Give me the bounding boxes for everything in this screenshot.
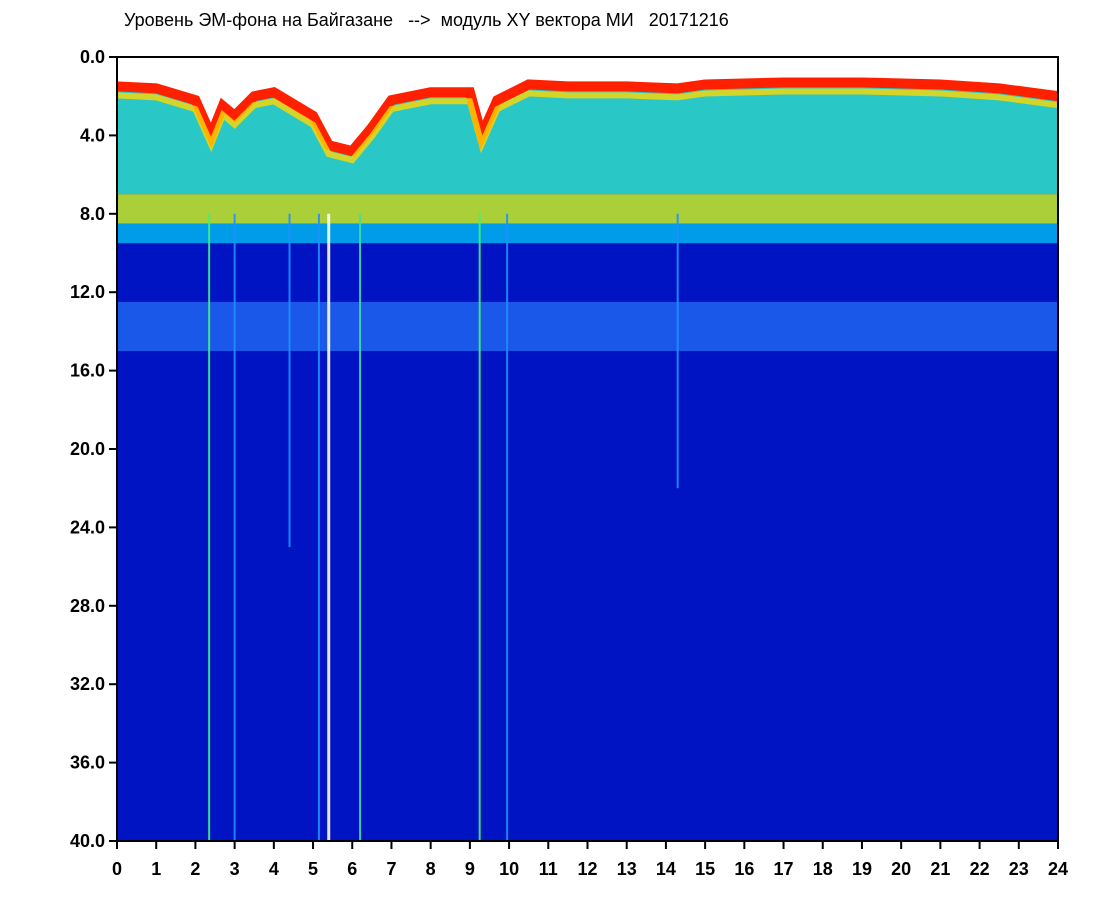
x-tick-label: 16 bbox=[734, 859, 754, 879]
heatmap-band-medium bbox=[117, 223, 1058, 244]
heatmap-band-low-medium bbox=[117, 302, 1058, 351]
y-tick-label: 36.0 bbox=[70, 753, 105, 773]
y-tick-label: 28.0 bbox=[70, 596, 105, 616]
y-tick-label: 24.0 bbox=[70, 517, 105, 537]
x-tick-label: 12 bbox=[577, 859, 597, 879]
y-tick-label: 20.0 bbox=[70, 439, 105, 459]
heatmap-area bbox=[117, 57, 1058, 841]
y-tick-label: 4.0 bbox=[80, 125, 105, 145]
x-tick-label: 11 bbox=[539, 859, 558, 879]
heatmap-edge-yellow bbox=[117, 88, 1058, 164]
x-tick-label: 17 bbox=[774, 859, 794, 879]
x-tick-label: 3 bbox=[230, 859, 240, 879]
x-tick-label: 19 bbox=[852, 859, 872, 879]
x-tick-label: 23 bbox=[1009, 859, 1029, 879]
y-tick-label: 12.0 bbox=[70, 282, 105, 302]
x-tick-label: 10 bbox=[499, 859, 519, 879]
x-tick-label: 5 bbox=[308, 859, 318, 879]
y-tick-label: 0.0 bbox=[80, 47, 105, 67]
x-tick-label: 13 bbox=[617, 859, 637, 879]
x-tick-label: 24 bbox=[1048, 859, 1068, 879]
x-tick-label: 4 bbox=[269, 859, 279, 879]
chart-title: Уровень ЭМ-фона на Байгазане --> модуль … bbox=[124, 10, 729, 30]
heatmap-band-very-high bbox=[117, 194, 1058, 224]
heatmap-edge-red bbox=[117, 77, 1058, 157]
x-tick-label: 20 bbox=[891, 859, 911, 879]
x-axis: 0 1 2 3 4 5 6 7 8 9 10 11 12 13 14 15 16 17 18 19 20 21 22 23 24 bbox=[112, 841, 1068, 879]
y-tick-label: 40.0 bbox=[70, 831, 105, 851]
y-tick-label: 8.0 bbox=[80, 204, 105, 224]
x-tick-label: 6 bbox=[347, 859, 357, 879]
x-tick-label: 18 bbox=[813, 859, 833, 879]
x-tick-label: 22 bbox=[970, 859, 990, 879]
x-tick-label: 2 bbox=[190, 859, 200, 879]
x-tick-label: 7 bbox=[386, 859, 396, 879]
x-tick-label: 15 bbox=[695, 859, 715, 879]
y-axis: 0.0 4.0 8.0 12.0 16.0 20.0 24.0 28.0 32.0 36.0 40.… bbox=[70, 47, 117, 851]
x-tick-label: 0 bbox=[112, 859, 122, 879]
y-tick-label: 32.0 bbox=[70, 674, 105, 694]
y-tick-label: 16.0 bbox=[70, 361, 105, 381]
x-tick-label: 14 bbox=[656, 859, 676, 879]
x-tick-label: 8 bbox=[426, 859, 436, 879]
x-tick-label: 21 bbox=[930, 859, 950, 879]
x-tick-label: 9 bbox=[465, 859, 475, 879]
x-tick-label: 1 bbox=[151, 859, 161, 879]
